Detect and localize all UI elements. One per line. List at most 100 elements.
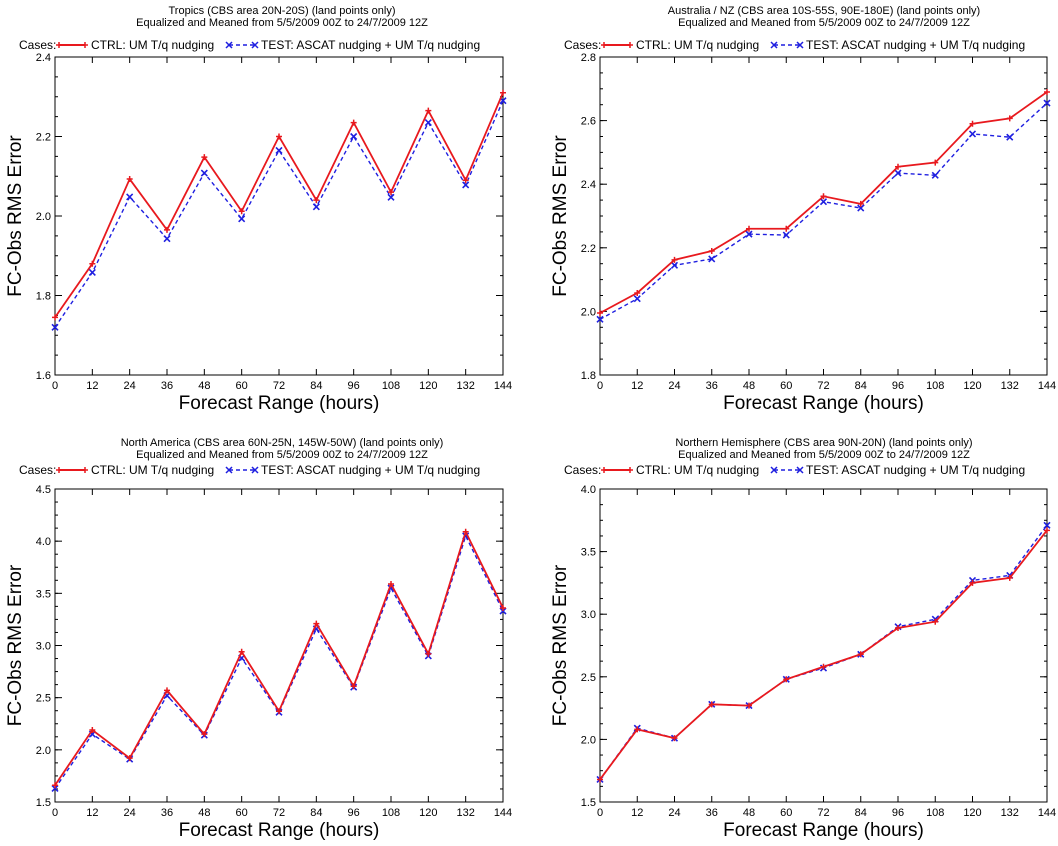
chart-title: Australia / NZ (CBS area 10S-55S, 90E-18… [668, 5, 980, 17]
x-tick-label: 96 [892, 807, 904, 819]
data-point-ctrl [238, 208, 245, 215]
data-point-ctrl [708, 247, 715, 254]
y-tick-label: 2.2 [581, 243, 596, 255]
data-point-ctrl [1044, 527, 1050, 534]
data-point-ctrl [313, 197, 320, 204]
data-point-test [387, 193, 395, 201]
data-point-ctrl [895, 163, 901, 170]
y-axis-label: FC-Obs RMS Error [550, 135, 571, 297]
x-tick-label: 48 [198, 807, 210, 819]
data-point-ctrl [969, 120, 976, 127]
series-line-test [54, 534, 504, 789]
x-tick-label: 120 [419, 380, 437, 392]
legend-prefix: Cases: [19, 38, 56, 52]
chart-title: Northern Hemisphere (CBS area 90N-20N) (… [675, 437, 972, 449]
data-point-ctrl [238, 648, 245, 655]
y-tick-label: 2.0 [36, 745, 51, 757]
y-tick-label: 2.0 [581, 734, 596, 746]
y-tick-label: 2.6 [581, 116, 596, 128]
data-point-ctrl [1006, 115, 1013, 122]
x-tick-label: 108 [926, 807, 944, 819]
x-tick-label: 144 [1038, 807, 1056, 819]
y-tick-label: 2.0 [581, 306, 596, 318]
data-point-ctrl [1006, 574, 1013, 581]
data-point-ctrl [500, 604, 506, 611]
x-tick-label: 36 [161, 807, 173, 819]
legend-label-ctrl: CTRL: UM T/q nudging [91, 463, 214, 477]
x-tick-label: 108 [382, 807, 400, 819]
data-point-ctrl [820, 663, 827, 670]
data-point-ctrl [857, 651, 864, 658]
x-tick-label: 0 [597, 807, 603, 819]
legend-label-test: TEST: ASCAT nudging + UM T/q nudging [261, 463, 480, 477]
x-tick-label: 24 [124, 380, 136, 392]
data-point-ctrl [671, 735, 678, 742]
legend-marker-ctrl [601, 467, 633, 473]
data-point-ctrl [708, 701, 715, 708]
chart-title: Tropics (CBS area 20N-20S) (land points … [168, 5, 395, 17]
legend-label-test: TEST: ASCAT nudging + UM T/q nudging [261, 38, 480, 52]
x-tick-label: 12 [631, 807, 643, 819]
series-line-ctrl [54, 92, 504, 318]
y-tick-label: 3.0 [581, 609, 596, 621]
legend-marker-test [770, 466, 804, 474]
data-point-test [275, 146, 283, 154]
x-tick-label: 120 [963, 807, 981, 819]
y-tick-label: 3.0 [36, 641, 51, 653]
data-point-test [633, 295, 641, 303]
data-point-ctrl [500, 89, 506, 96]
data-point-ctrl [425, 107, 432, 114]
legend-marker-test [225, 41, 259, 49]
data-point-test [88, 268, 96, 277]
data-point-ctrl [388, 580, 394, 587]
x-tick-label: 96 [892, 380, 904, 392]
data-point-ctrl [89, 260, 96, 267]
data-point-test [51, 323, 59, 331]
x-tick-label: 96 [348, 380, 360, 392]
x-tick-label: 60 [780, 380, 792, 392]
data-point-ctrl [895, 624, 901, 631]
y-tick-label: 1.8 [36, 291, 51, 303]
data-point-ctrl [746, 702, 752, 709]
data-point-ctrl [126, 755, 133, 762]
x-tick-label: 12 [86, 807, 98, 819]
legend-label-test: TEST: ASCAT nudging + UM T/q nudging [806, 463, 1025, 477]
y-tick-label: 4.0 [36, 536, 51, 548]
x-tick-label: 120 [963, 380, 981, 392]
data-point-test [312, 203, 320, 211]
data-point-test [968, 130, 977, 138]
y-axis-label: FC-Obs RMS Error [5, 564, 26, 726]
plot-frame [599, 488, 1048, 803]
y-tick-label: 2.2 [36, 132, 51, 144]
data-point-ctrl [201, 154, 208, 161]
data-point-ctrl [857, 200, 864, 207]
legend-label-test: TEST: ASCAT nudging + UM T/q nudging [806, 38, 1025, 52]
chart-panel-north-america: North America (CBS area 60N-25N, 145W-50… [5, 437, 512, 841]
data-point-test [1043, 521, 1051, 529]
x-tick-label: 0 [597, 380, 603, 392]
data-point-ctrl [201, 731, 208, 738]
legend-label-ctrl: CTRL: UM T/q nudging [636, 38, 759, 52]
x-tick-label: 96 [348, 807, 360, 819]
data-point-test [894, 169, 902, 177]
plot-frame [54, 488, 504, 803]
x-tick-label: 132 [456, 807, 474, 819]
x-tick-label: 72 [817, 380, 829, 392]
data-point-ctrl [462, 528, 469, 535]
x-tick-label: 84 [310, 807, 322, 819]
data-point-ctrl [350, 683, 357, 690]
x-tick-label: 108 [926, 380, 944, 392]
legend-label-ctrl: CTRL: UM T/q nudging [636, 463, 759, 477]
x-tick-label: 132 [1001, 807, 1019, 819]
x-tick-label: 36 [706, 807, 718, 819]
y-tick-label: 1.5 [581, 797, 596, 809]
x-tick-label: 24 [668, 380, 680, 392]
data-point-ctrl [276, 708, 282, 715]
x-tick-label: 12 [631, 380, 643, 392]
data-point-test [1006, 133, 1014, 141]
y-axis-label: FC-Obs RMS Error [550, 564, 571, 726]
data-point-test [819, 198, 828, 206]
legend-marker-ctrl [56, 467, 88, 473]
data-point-test [1043, 99, 1051, 107]
